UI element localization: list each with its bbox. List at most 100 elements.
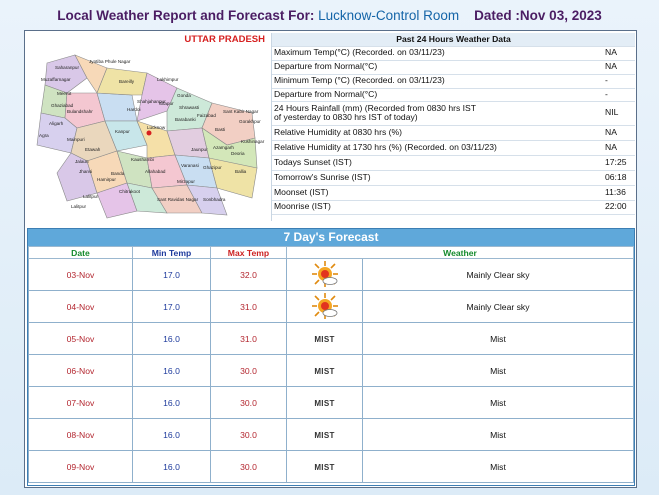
- district-label: Shrawasti: [179, 105, 199, 110]
- forecast-row: 04-Nov 17.0 31.0 Mainly Clear sky: [28, 290, 634, 323]
- weather-icon-cell: MIST: [286, 322, 363, 355]
- district-region: [56, 152, 98, 202]
- district-label: Agra: [39, 133, 49, 138]
- district-label: Banda: [111, 171, 125, 176]
- forecast-date: 04-Nov: [28, 290, 133, 323]
- district-label: Sant Kabir Nagar: [223, 109, 259, 114]
- past24-value: NA: [601, 60, 635, 75]
- district-label: Jalaun: [75, 159, 89, 164]
- district-label: Jyotiba Phule Nagar: [89, 59, 131, 64]
- district-label: Saharanpur: [55, 65, 79, 70]
- district-label: Bareilly: [119, 79, 135, 84]
- title-prefix: Local Weather Report and Forecast For:: [57, 8, 315, 23]
- past24-label: Todays Sunset (IST): [272, 155, 601, 171]
- forecast-min-temp: 16.0: [132, 418, 211, 451]
- district-label: Barabanki: [175, 117, 196, 122]
- forecast-max-temp: 30.0: [210, 354, 287, 387]
- district-label: Etawah: [85, 147, 101, 152]
- weather-icon-cell: MIST: [286, 354, 363, 387]
- past24-row: Departure from Normal(°C) -: [272, 88, 635, 102]
- forecast-min-temp: 17.0: [132, 258, 211, 291]
- district-label: Hamirpur: [97, 177, 116, 182]
- weather-icon-cell: MIST: [286, 418, 363, 451]
- forecast-panel: 7 Day's Forecast Date Min Temp Max Temp …: [27, 228, 635, 486]
- forecast-date: 05-Nov: [28, 322, 133, 355]
- district-label: Muzaffarnagar: [41, 77, 71, 82]
- district-label: Sitapur: [159, 101, 174, 106]
- past24-label: Moonrise (IST): [272, 200, 601, 215]
- forecast-min-temp: 16.0: [132, 386, 211, 419]
- weather-icon-cell: MIST: [286, 386, 363, 419]
- past24-value: NA: [601, 46, 635, 61]
- district-label: Varanasi: [181, 163, 199, 168]
- weather-icon-cell: MIST: [286, 450, 363, 483]
- past24-row: Tomorrow's Sunrise (IST) 06:18: [272, 170, 635, 186]
- header-max-temp: Max Temp: [210, 246, 287, 259]
- past24-value: NA: [601, 125, 635, 141]
- forecast-date: 06-Nov: [28, 354, 133, 387]
- forecast-min-temp: 16.0: [132, 450, 211, 483]
- past24-label: 24 Hours Rainfall (mm) (Recorded from 08…: [272, 101, 601, 126]
- forecast-max-temp: 32.0: [210, 258, 287, 291]
- map-title: UTTAR PRADESH: [184, 34, 265, 45]
- district-label: Lalitpur: [83, 194, 99, 199]
- sun-cloud-icon: [311, 260, 339, 290]
- district-label: Sonbhadra: [203, 197, 226, 202]
- past24-label: Maximum Temp(°C) (Recorded. on 03/11/23): [272, 46, 601, 61]
- forecast-max-temp: 31.0: [210, 290, 287, 323]
- district-label: Ghazipur: [203, 165, 222, 170]
- report-date: Dated :Nov 03, 2023: [474, 8, 602, 23]
- past24-row: Moonset (IST) 11:36: [272, 185, 635, 201]
- past24-label: Moonset (IST): [272, 185, 601, 201]
- weather-icon-cell: [286, 258, 363, 291]
- district-label: Chitrakoot: [119, 189, 141, 194]
- mist-icon: MIST: [314, 398, 335, 408]
- past24-value: 06:18: [601, 170, 635, 186]
- past24-value: NA: [601, 140, 635, 156]
- past-24-hours-panel: Past 24 Hours Weather Data Maximum Temp(…: [271, 33, 635, 221]
- past24-label: Relative Humidity at 0830 hrs (%): [272, 125, 601, 141]
- past24-label: Departure from Normal(°C): [272, 60, 601, 75]
- district-label: Azamgarh: [213, 145, 234, 150]
- district-label: Shahjahanpur: [137, 99, 166, 104]
- forecast-row: 03-Nov 17.0 32.0 Mainly Clear sky: [28, 258, 634, 291]
- past24-row: Minimum Temp (°C) (Recorded. on 03/11/23…: [272, 74, 635, 89]
- past24-row: Todays Sunset (IST) 17:25: [272, 155, 635, 171]
- forecast-row: 09-Nov 16.0 30.0 MIST Mist: [28, 450, 634, 483]
- district-map-image: Saharanpur Muzaffarnagar Jyotiba Phule Nag…: [36, 54, 265, 219]
- forecast-max-temp: 31.0: [210, 322, 287, 355]
- mist-icon: MIST: [314, 430, 335, 440]
- past24-row: Departure from Normal(°C) NA: [272, 60, 635, 75]
- forecast-row: 06-Nov 16.0 30.0 MIST Mist: [28, 354, 634, 387]
- district-label: Ballia: [235, 169, 247, 174]
- district-label: Kushinagar: [241, 139, 265, 144]
- forecast-table: Date Min Temp Max Temp Weather 03-Nov 17.…: [28, 246, 634, 483]
- district-region: [208, 157, 258, 199]
- forecast-min-temp: 16.0: [132, 322, 211, 355]
- past24-value: 11:36: [601, 185, 635, 201]
- forecast-date: 07-Nov: [28, 386, 133, 419]
- forecast-weather: Mist: [362, 322, 634, 355]
- forecast-weather: Mist: [362, 386, 634, 419]
- forecast-date: 03-Nov: [28, 258, 133, 291]
- report-panel: Saharanpur Muzaffarnagar Jyotiba Phule Nag…: [24, 30, 637, 488]
- district-label: Allahabad: [145, 169, 166, 174]
- forecast-max-temp: 30.0: [210, 450, 287, 483]
- mist-icon: MIST: [314, 462, 335, 472]
- district-label: Gorakhpur: [239, 119, 261, 124]
- past24-value: 22:00: [601, 200, 635, 215]
- forecast-max-temp: 30.0: [210, 386, 287, 419]
- district-region: [96, 67, 148, 96]
- forecast-min-temp: 17.0: [132, 290, 211, 323]
- district-label: Mainpuri: [67, 137, 85, 142]
- past24-row: Moonrise (IST) 22:00: [272, 200, 635, 215]
- forecast-weather: Mist: [362, 354, 634, 387]
- district-label: Kaushambi: [131, 157, 154, 162]
- forecast-row: 08-Nov 16.0 30.0 MIST Mist: [28, 418, 634, 451]
- district-label: Basti: [215, 127, 225, 132]
- location-name: Lucknow-Control Room: [318, 8, 460, 23]
- header-date: Date: [28, 246, 133, 259]
- past24-label: Tomorrow's Sunrise (IST): [272, 170, 601, 186]
- past24-row: Maximum Temp(°C) (Recorded. on 03/11/23)…: [272, 46, 635, 61]
- district-region: [136, 72, 178, 122]
